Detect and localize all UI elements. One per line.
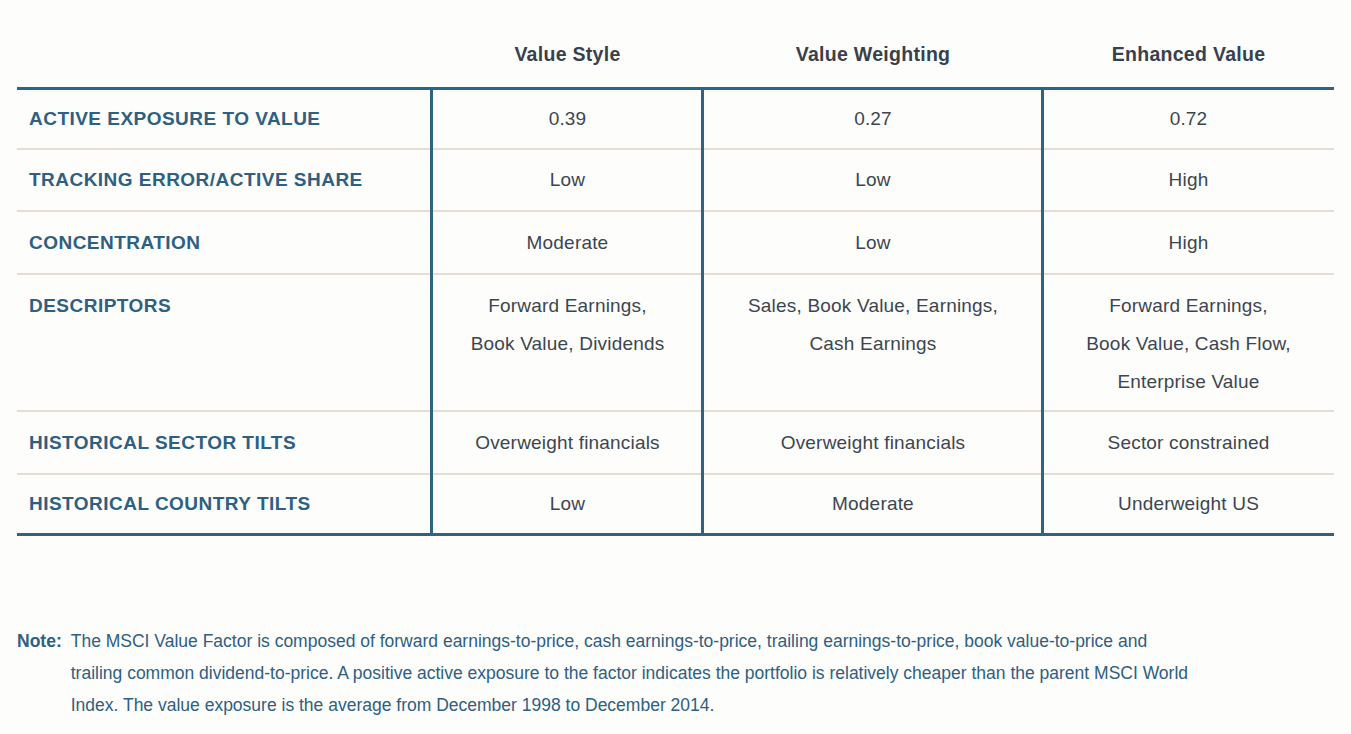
table-row: HISTORICAL COUNTRY TILTS Low Moderate Un…: [17, 473, 1334, 533]
comparison-table: Value Style Value Weighting Enhanced Val…: [17, 0, 1334, 536]
row-label-descriptors: DESCRIPTORS: [17, 275, 432, 410]
footnote-text: The MSCI Value Factor is composed of for…: [71, 625, 1201, 721]
row-label-concentration: CONCENTRATION: [17, 212, 432, 273]
cell-value: Underweight US: [1043, 475, 1334, 533]
column-header-value-style: Value Style: [432, 43, 703, 66]
column-header-value-weighting: Value Weighting: [703, 43, 1043, 66]
cell-value: Forward Earnings, Book Value, Cash Flow,…: [1043, 275, 1334, 410]
cell-value: Low: [432, 475, 703, 533]
cell-value: Low: [703, 150, 1043, 210]
cell-value: Overweight financials: [432, 412, 703, 473]
footnote-label: Note:: [17, 625, 62, 721]
row-label-country-tilts: HISTORICAL COUNTRY TILTS: [17, 475, 432, 533]
column-divider: [701, 90, 704, 533]
column-divider: [430, 90, 433, 533]
cell-value: Sales, Book Value, Earnings, Cash Earnin…: [703, 275, 1043, 410]
cell-value: Sector constrained: [1043, 412, 1334, 473]
footnote: Note: The MSCI Value Factor is composed …: [17, 625, 1351, 721]
cell-value: Overweight financials: [703, 412, 1043, 473]
cell-value: Forward Earnings, Book Value, Dividends: [432, 275, 703, 410]
table-row: CONCENTRATION Moderate Low High: [17, 210, 1334, 273]
table-row: ACTIVE EXPOSURE TO VALUE 0.39 0.27 0.72: [17, 90, 1334, 148]
cell-value: 0.72: [1043, 90, 1334, 148]
cell-value: 0.39: [432, 90, 703, 148]
table-row: TRACKING ERROR/ACTIVE SHARE Low Low High: [17, 148, 1334, 210]
row-label-tracking-error: TRACKING ERROR/ACTIVE SHARE: [17, 150, 432, 210]
cell-value: Low: [703, 212, 1043, 273]
cell-value: Low: [432, 150, 703, 210]
table-header-row: Value Style Value Weighting Enhanced Val…: [17, 0, 1334, 87]
table-row: HISTORICAL SECTOR TILTS Overweight finan…: [17, 410, 1334, 473]
row-label-active-exposure: ACTIVE EXPOSURE TO VALUE: [17, 90, 432, 148]
cell-value: 0.27: [703, 90, 1043, 148]
column-divider: [1041, 90, 1044, 533]
cell-value: High: [1043, 212, 1334, 273]
row-label-sector-tilts: HISTORICAL SECTOR TILTS: [17, 412, 432, 473]
cell-value: High: [1043, 150, 1334, 210]
table-body: ACTIVE EXPOSURE TO VALUE 0.39 0.27 0.72 …: [17, 87, 1334, 536]
cell-value: Moderate: [432, 212, 703, 273]
table-row: DESCRIPTORS Forward Earnings, Book Value…: [17, 273, 1334, 410]
cell-value: Moderate: [703, 475, 1043, 533]
column-header-enhanced-value: Enhanced Value: [1043, 43, 1334, 66]
